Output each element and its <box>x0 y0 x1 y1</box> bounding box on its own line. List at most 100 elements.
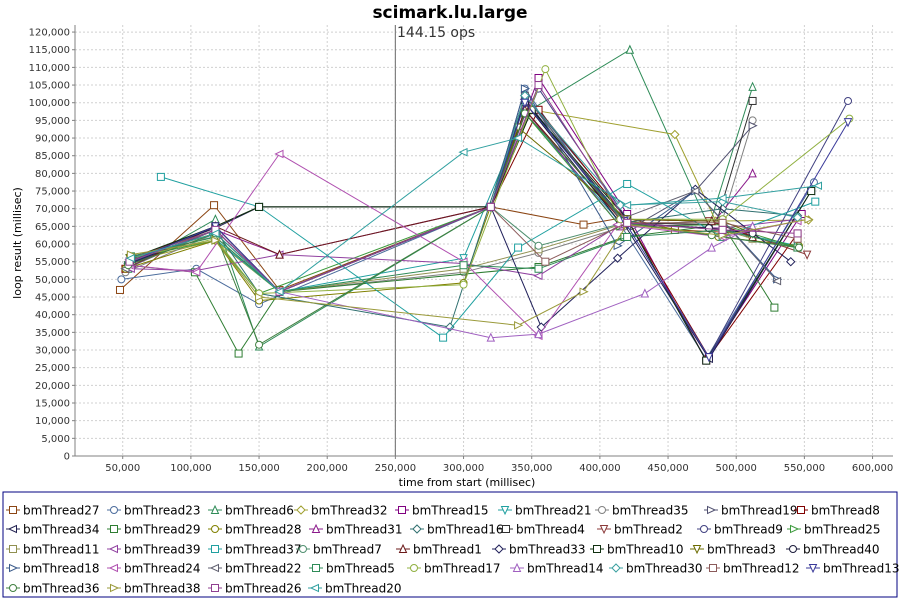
legend-item: bmThread25 <box>787 523 881 537</box>
legend-label: bmThread7 <box>313 543 382 557</box>
legend-item: bmThread29 <box>107 523 201 537</box>
legend-label: bmThread14 <box>527 562 604 576</box>
data-point <box>514 321 524 330</box>
y-tick-label: 115,000 <box>29 45 70 56</box>
legend-item: bmThread8 <box>794 504 880 518</box>
series-bmThread20 <box>125 133 823 297</box>
legend-box <box>2 491 898 598</box>
data-point <box>670 129 680 140</box>
legend-item: bmThread21 <box>498 504 592 518</box>
data-point <box>534 264 543 273</box>
data-point <box>802 250 812 260</box>
y-tick-label: 30,000 <box>35 346 70 357</box>
legend-marker <box>211 525 219 533</box>
data-point <box>117 275 126 284</box>
chart-title: scimark.lu.large <box>372 3 527 23</box>
data-point <box>520 84 531 93</box>
data-point <box>625 44 635 54</box>
legend-marker <box>7 524 17 534</box>
y-tick-label: 10,000 <box>35 416 70 427</box>
data-point <box>210 229 220 238</box>
legend-marker <box>692 545 702 555</box>
legend-marker <box>398 543 408 553</box>
legend-marker <box>709 564 717 572</box>
legend-item: bmThread4 <box>499 523 585 537</box>
series-line <box>130 218 809 326</box>
legend-label: bmThread27 <box>23 504 100 518</box>
data-point <box>533 271 543 281</box>
y-tick-label: 105,000 <box>29 81 70 92</box>
legend-marker <box>599 525 609 535</box>
data-point <box>640 288 650 298</box>
legend-label: bmThread33 <box>509 543 586 557</box>
data-point <box>623 218 632 227</box>
legend-item: bmThread14 <box>510 562 604 576</box>
legend-marker <box>808 564 818 574</box>
data-point <box>534 241 543 250</box>
y-tick-label: 100,000 <box>29 98 70 109</box>
x-tick-label: 250,000 <box>375 463 416 474</box>
data-point <box>156 172 165 181</box>
legend-item: bmThread1 <box>396 543 482 557</box>
legend-label: bmThread12 <box>723 562 800 576</box>
legend-label: bmThread23 <box>124 504 201 518</box>
series-line <box>130 229 798 293</box>
legend-marker <box>296 505 306 515</box>
data-point <box>707 242 716 252</box>
legend-label: bmThread30 <box>626 562 703 576</box>
series-line <box>129 84 798 293</box>
data-point <box>615 200 626 210</box>
y-tick-label: 85,000 <box>35 151 70 162</box>
data-point <box>534 328 543 339</box>
data-point <box>621 200 632 210</box>
legend-label: bmThread13 <box>823 562 900 576</box>
legend-marker <box>210 504 220 514</box>
legend-marker <box>398 506 406 514</box>
data-point <box>786 256 796 267</box>
legend-marker <box>309 583 319 593</box>
legend-label: bmThread37 <box>225 543 302 557</box>
legend-label: bmThread26 <box>225 582 302 596</box>
data-point <box>459 280 468 289</box>
data-point <box>274 149 284 159</box>
data-point <box>211 236 221 245</box>
legend-item: bmThread2 <box>597 523 683 537</box>
legend-label: bmThread17 <box>424 562 501 576</box>
legend-marker <box>299 545 307 553</box>
legend-label: bmThread5 <box>326 562 395 576</box>
legend-item: bmThread19 <box>704 504 798 518</box>
series-line <box>129 101 849 359</box>
legend-item: bmThread40 <box>786 543 880 557</box>
legend-item: bmThread7 <box>296 543 382 557</box>
legend-item: bmThread23 <box>107 504 201 518</box>
legend-label: bmThread10 <box>607 543 684 557</box>
legend-marker <box>211 545 219 553</box>
legend-label: bmThread28 <box>225 523 302 537</box>
data-point <box>748 81 757 91</box>
legend-marker <box>312 564 320 572</box>
data-point <box>210 201 219 210</box>
data-point <box>613 241 623 251</box>
y-tick-label: 80,000 <box>35 169 70 180</box>
data-point <box>579 220 588 229</box>
legend-marker <box>211 584 219 592</box>
data-point <box>771 276 782 286</box>
marker-line-label: 144.15 ops <box>397 25 475 41</box>
data-point <box>255 202 264 211</box>
legend-marker <box>9 563 19 573</box>
legend-item: bmThread15 <box>395 504 489 518</box>
x-tick-label: 500,000 <box>716 463 757 474</box>
legend-item: bmThread11 <box>6 543 100 557</box>
data-point <box>812 181 823 191</box>
legend-label: bmThread39 <box>124 543 201 557</box>
series-lines <box>115 44 854 365</box>
data-point <box>125 253 135 263</box>
legend-marker <box>110 583 120 593</box>
data-point <box>514 243 523 252</box>
y-axis-label: loop result (millisec) <box>11 187 24 299</box>
data-point <box>702 356 711 365</box>
series-line <box>129 98 812 360</box>
y-tick-label: 60,000 <box>35 240 70 251</box>
data-point <box>439 333 448 342</box>
legend: bmThread27 bmThread23 bmThread6 bmThread32 b… <box>2 491 900 598</box>
